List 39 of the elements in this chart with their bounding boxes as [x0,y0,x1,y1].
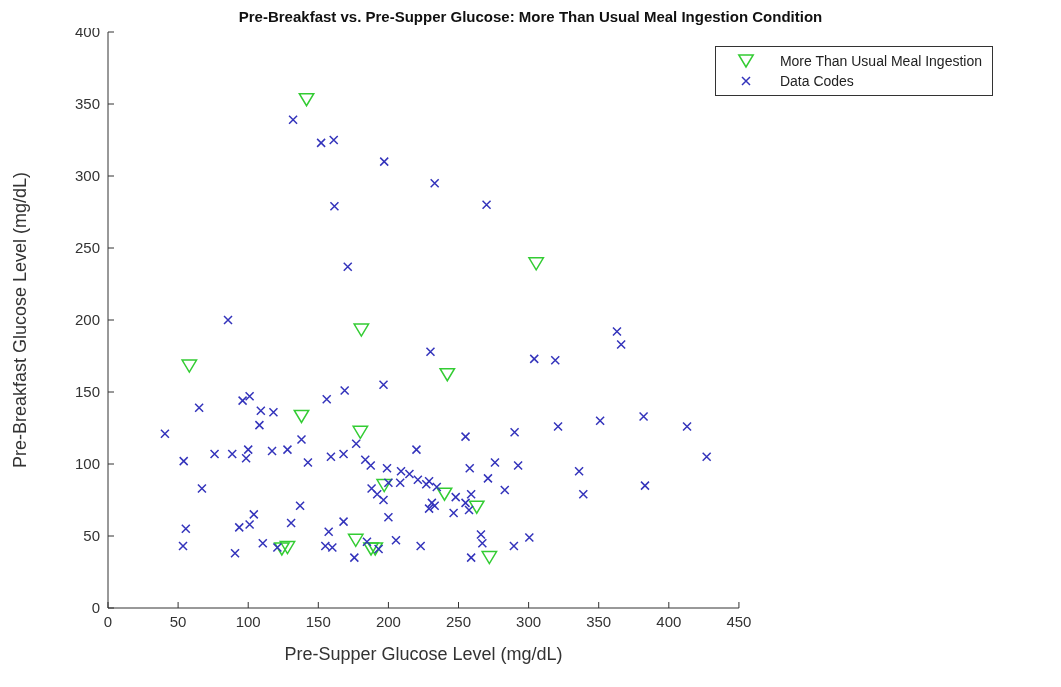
x-axis-title: Pre-Supper Glucose Level (mg/dL) [284,644,563,664]
point [293,409,310,424]
point [347,533,364,548]
y-tick-label: 100 [74,455,100,473]
point [436,487,453,501]
x-tick-label: 50 [169,612,187,630]
point [363,542,379,556]
legend-label: More Than Usual Meal Ingestion [779,53,982,69]
x-tick-label: 450 [726,612,752,630]
point [298,92,315,107]
y-tick-label: 150 [74,383,100,401]
x-tick-label: 300 [516,612,542,630]
point [439,367,456,382]
point [468,500,485,514]
point [367,542,384,556]
y-tick-label: 350 [74,95,100,113]
legend-label: Data Codes [779,73,854,89]
point [279,540,296,555]
point [376,478,393,493]
x-tick-label: 350 [586,612,612,630]
chart-title: Pre-Breakfast vs. Pre-Supper Glucose: More Than Usual Meal Ingestion Condition [238,8,823,25]
y-tick-label: 300 [74,167,100,185]
y-tick-label: 50 [83,527,100,545]
x-tick-label: 250 [446,612,472,630]
y-tick-label: 200 [74,311,100,329]
point [181,359,198,373]
x-tick-label: 100 [235,612,261,630]
x-tick-label: 150 [305,612,331,630]
y-tick-label: 0 [91,599,100,617]
point [481,550,498,565]
point [528,257,545,271]
x-tick-label: 400 [656,612,682,630]
x-tick-label: 200 [375,612,401,630]
point [273,542,290,556]
y-axis-title: Pre-Breakfast Glucose Level (mg/dL) [10,171,31,469]
point [353,323,370,337]
point [352,425,369,440]
x-tick-label: 0 [103,612,113,630]
y-tick-label: 250 [74,239,100,257]
